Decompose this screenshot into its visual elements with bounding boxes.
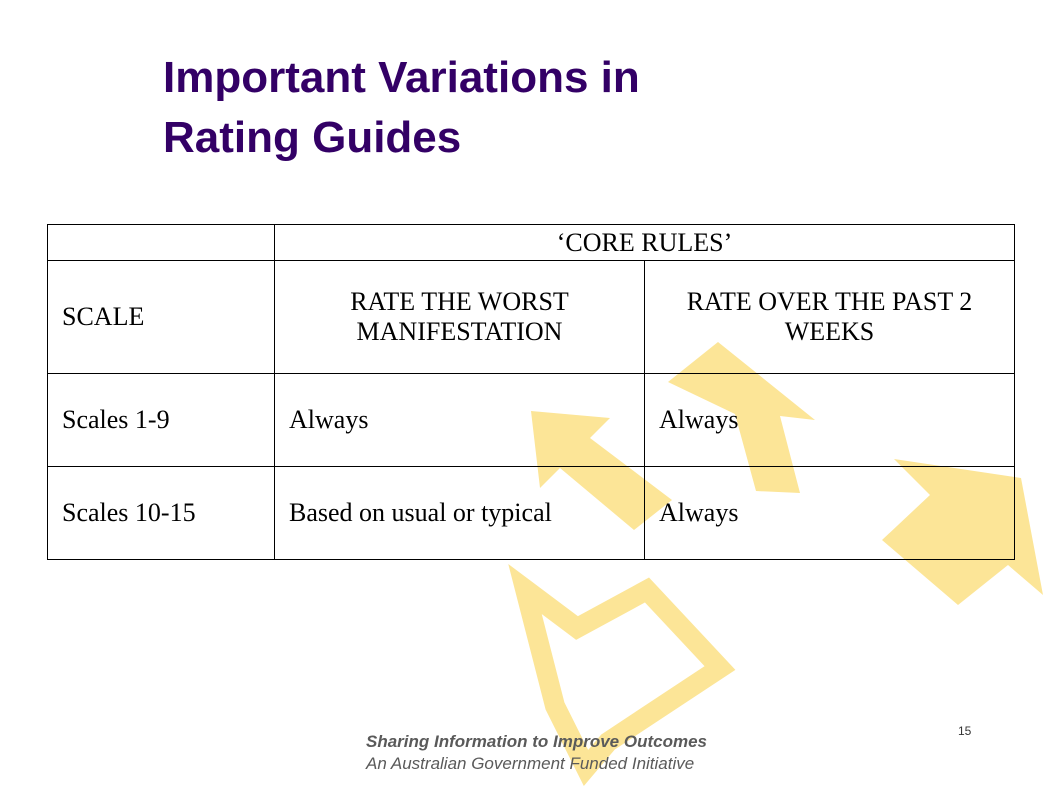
col-header-rate-past: RATE OVER THE PAST 2 WEEKS xyxy=(644,260,1015,374)
footer-line-2: An Australian Government Funded Initiati… xyxy=(366,754,695,773)
core-rules-header: ‘CORE RULES’ xyxy=(274,224,1015,261)
title-line-1: Important Variations in xyxy=(163,53,640,102)
column-headers-row: SCALE RATE THE WORST MANIFESTATION RATE … xyxy=(47,260,1015,374)
page-number: 15 xyxy=(958,724,972,738)
arrow-outline-down-left-icon xyxy=(508,563,736,787)
footer-line-1: Sharing Information to Improve Outcomes xyxy=(366,732,707,751)
empty-header-cell xyxy=(47,224,275,261)
table-row: Scales 1-9 Always Always xyxy=(47,373,1015,467)
table-header-row: ‘CORE RULES’ xyxy=(47,224,1015,261)
table-cell: Always xyxy=(274,373,645,467)
table-cell: Scales 10-15 xyxy=(47,466,275,560)
col-header-rate-worst: RATE THE WORST MANIFESTATION xyxy=(274,260,645,374)
core-rules-table: ‘CORE RULES’ SCALE RATE THE WORST MANIFE… xyxy=(47,224,1015,560)
title-line-2: Rating Guides xyxy=(163,113,462,162)
table-cell: Scales 1-9 xyxy=(47,373,275,467)
slide-title: Important Variations in Rating Guides xyxy=(163,48,640,168)
table-cell: Based on usual or typical xyxy=(274,466,645,560)
table-row: Scales 10-15 Based on usual or typical A… xyxy=(47,466,1015,560)
col-header-scale: SCALE xyxy=(47,260,275,374)
table-cell: Always xyxy=(644,466,1015,560)
footer-tagline: Sharing Information to Improve Outcomes … xyxy=(366,731,707,775)
table-cell: Always xyxy=(644,373,1015,467)
